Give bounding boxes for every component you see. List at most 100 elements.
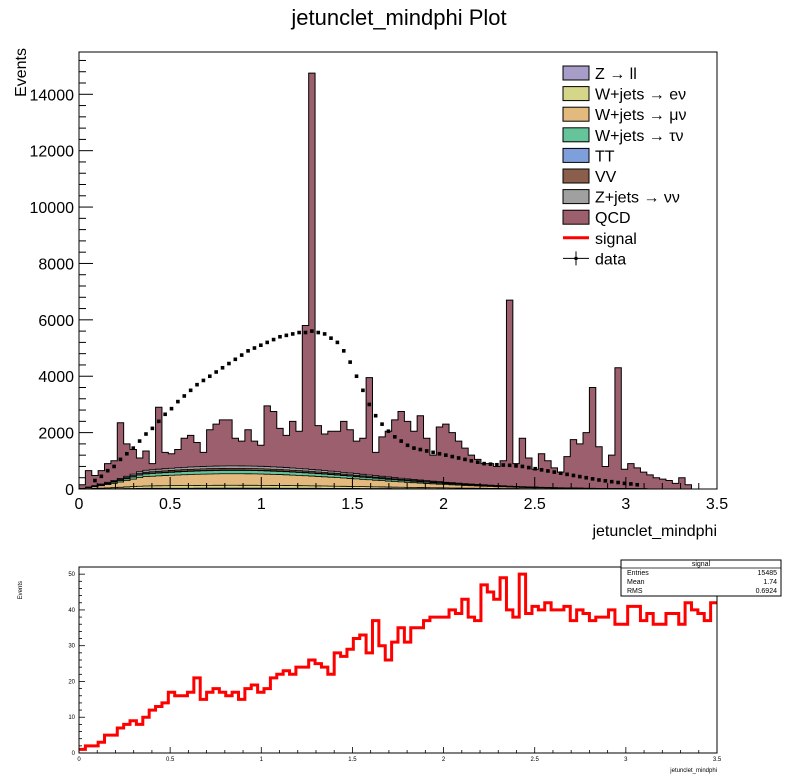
y-tick-label: 0 xyxy=(65,482,74,499)
stats-value-entries: 15485 xyxy=(758,570,778,577)
data-point xyxy=(584,475,589,480)
legend-item-data: data xyxy=(563,251,626,268)
data-point xyxy=(399,439,403,443)
x-tick-label: 2.5 xyxy=(524,496,546,513)
data-point xyxy=(125,451,129,456)
legend-item-w-munu: W+jets → μν xyxy=(562,106,686,124)
legend-item-vv: VV xyxy=(562,168,617,186)
data-point xyxy=(195,382,199,387)
stats-label-entries: Entries xyxy=(627,570,649,577)
legend-label: Z+jets → νν xyxy=(595,190,680,207)
legend-item-w-taunu: W+jets → τν xyxy=(562,127,684,145)
signal-y-tick-label: 0 xyxy=(72,751,76,757)
legend-item-z-ll: Z → ll xyxy=(562,65,637,83)
data-point xyxy=(105,468,110,473)
data-point xyxy=(558,471,563,476)
data-point xyxy=(603,479,608,483)
y-tick-label: 12000 xyxy=(30,144,75,161)
signal-y-tick-label: 30 xyxy=(68,644,75,650)
data-point xyxy=(386,429,391,434)
main-y-axis-label: Events xyxy=(13,48,30,97)
data-point xyxy=(367,402,372,407)
signal-x-tick-label: 2 xyxy=(442,757,446,763)
stats-label-rms: RMS xyxy=(627,588,643,595)
signal-histogram-line xyxy=(79,572,717,751)
data-point xyxy=(322,332,327,336)
signal-x-tick-label: 3.5 xyxy=(713,757,722,763)
data-point xyxy=(412,446,416,450)
legend-label: QCD xyxy=(595,210,631,227)
data-point xyxy=(316,330,321,335)
data-point xyxy=(310,329,314,333)
main-x-axis-label: jetunclet_mindphi xyxy=(591,523,717,540)
signal-y-tick-label: 40 xyxy=(68,608,75,614)
signal-y-axis-label: Events xyxy=(18,581,24,599)
data-point xyxy=(246,349,250,353)
signal-x-tick-label: 0 xyxy=(77,757,81,763)
signal-y-tick-label: 20 xyxy=(68,679,75,685)
data-point xyxy=(93,478,97,483)
main-plot-frame xyxy=(78,51,718,490)
main-chart-title: jetunclet_mindphi Plot xyxy=(290,5,506,30)
legend-label: data xyxy=(595,251,626,268)
data-point xyxy=(552,470,557,474)
data-point xyxy=(456,456,461,460)
data-point xyxy=(335,340,340,345)
x-tick-label: 1.5 xyxy=(341,496,363,513)
legend-label: W+jets → τν xyxy=(595,128,684,145)
data-point xyxy=(341,349,346,353)
legend-label: W+jets → μν xyxy=(595,107,686,124)
data-point xyxy=(507,463,512,468)
data-point xyxy=(214,370,218,374)
stats-value-rms: 0.6924 xyxy=(756,588,778,595)
data-point xyxy=(393,435,397,439)
data-point xyxy=(616,480,620,485)
data-point xyxy=(373,413,378,418)
data-point xyxy=(284,333,289,338)
data-point xyxy=(578,474,582,479)
data-point xyxy=(597,478,601,482)
data-point xyxy=(118,457,123,462)
y-tick-label: 14000 xyxy=(30,87,75,104)
signal-y-tick-label: 50 xyxy=(68,572,75,578)
data-point xyxy=(501,463,506,467)
signal-x-tick-label: 1 xyxy=(260,757,264,763)
signal-x-axis-label: jetunclet_mindphi xyxy=(669,768,717,774)
data-point xyxy=(469,459,474,463)
y-tick-label: 8000 xyxy=(38,256,74,273)
main-axes: 0 0.5 1 1.5 2 2.5 3 3.5 0 2000 4000 6000 8000 10000 12… xyxy=(30,59,728,513)
legend-label: TT xyxy=(595,148,615,165)
data-point xyxy=(514,464,518,468)
legend-item-tt: TT xyxy=(562,147,615,165)
data-point xyxy=(144,432,148,436)
legend-item-w-enu: W+jets → eν xyxy=(562,86,686,104)
signal-chart: 0 0.5 1 1.5 2 2.5 3 3.5 0 10 20 30 40 50 Events jetun… xyxy=(18,566,722,774)
legend-item-signal: signal xyxy=(563,231,637,248)
y-tick-label: 6000 xyxy=(38,313,74,330)
data-point xyxy=(176,399,180,404)
data-point xyxy=(405,443,410,448)
data-point xyxy=(609,479,614,484)
data-point xyxy=(233,357,238,362)
legend-label: VV xyxy=(595,169,617,186)
legend: Z → ll W+jets → eν W+jets → μν W+jets → τν T… xyxy=(562,65,686,268)
data-point xyxy=(239,353,244,357)
data-point xyxy=(380,422,384,426)
qcd-histogram xyxy=(78,72,717,490)
data-point xyxy=(252,346,257,350)
data-point xyxy=(303,330,308,335)
data-point xyxy=(354,374,359,379)
data-point xyxy=(278,334,282,339)
signal-x-tick-label: 1.5 xyxy=(348,757,357,763)
legend-item-qcd: QCD xyxy=(562,209,631,227)
signal-y-tick-label: 10 xyxy=(68,715,75,721)
data-point xyxy=(271,337,276,342)
data-point xyxy=(348,360,352,364)
legend-item-z-nunu: Z+jets → νν xyxy=(562,189,680,207)
data-point xyxy=(265,340,270,345)
data-point xyxy=(526,465,531,470)
data-point xyxy=(131,446,136,450)
signal-axes: 0 0.5 1 1.5 2 2.5 3 3.5 0 10 20 30 40 50 xyxy=(68,566,722,763)
data-point xyxy=(463,457,467,462)
data-point xyxy=(488,462,493,466)
